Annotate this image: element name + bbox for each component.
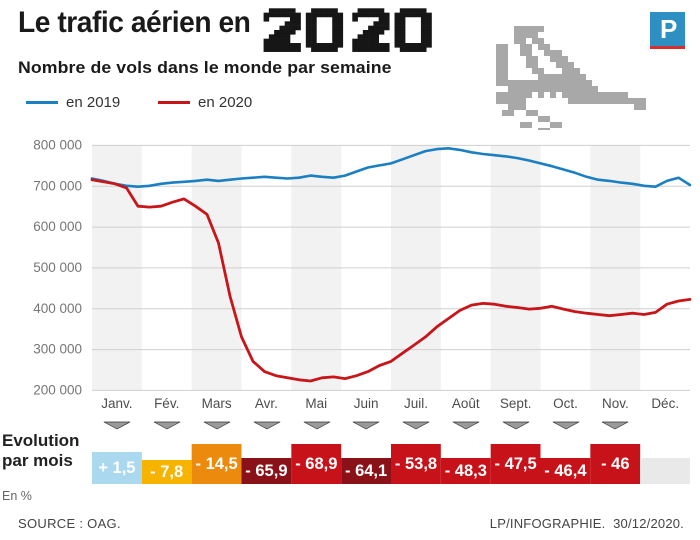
svg-text:- 48,3: - 48,3: [445, 462, 487, 480]
svg-text:- 53,8: - 53,8: [395, 455, 437, 473]
svg-text:- 64,1: - 64,1: [345, 462, 387, 480]
svg-text:- 47,5: - 47,5: [494, 455, 536, 473]
svg-text:- 7,8: - 7,8: [150, 463, 183, 481]
svg-text:- 65,9: - 65,9: [245, 462, 287, 480]
svg-text:- 68,9: - 68,9: [295, 455, 337, 473]
svg-text:- 46,4: - 46,4: [544, 462, 587, 480]
svg-text:- 14,5: - 14,5: [195, 455, 237, 473]
svg-text:- 46: - 46: [601, 455, 629, 473]
svg-text:+ 1,5: + 1,5: [98, 459, 135, 477]
